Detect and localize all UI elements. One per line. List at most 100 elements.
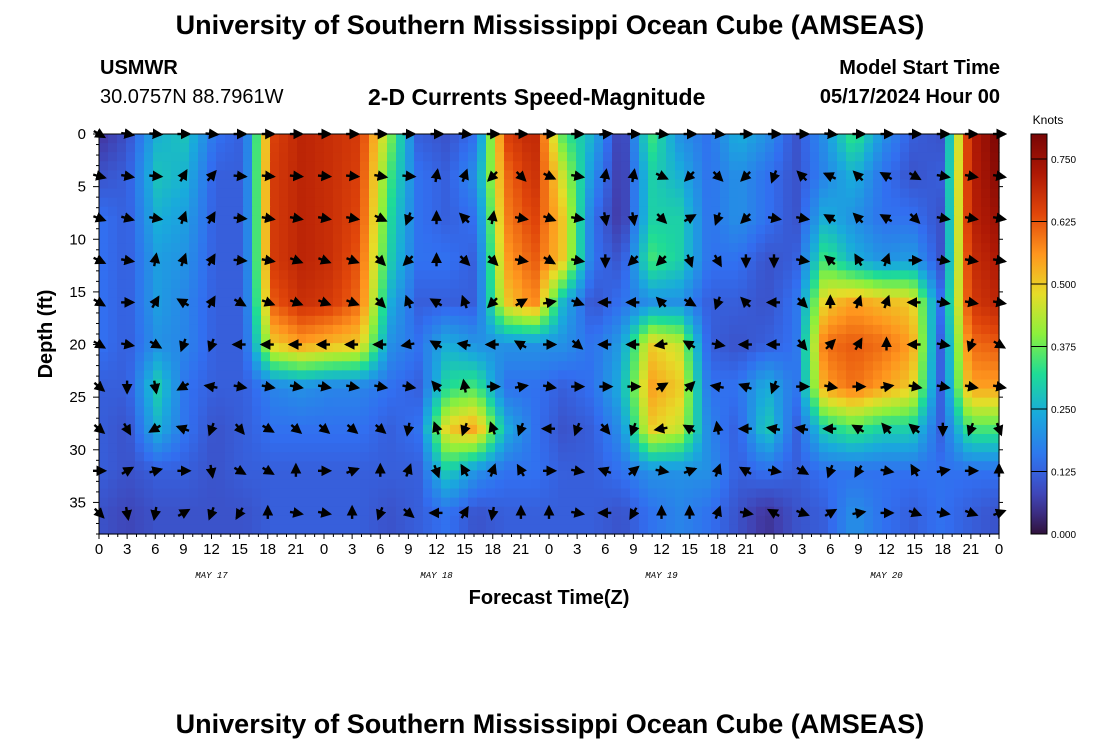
heat-cell: [567, 206, 577, 217]
heat-cell: [657, 524, 667, 535]
heat-cell: [837, 279, 847, 290]
heat-cell: [540, 415, 550, 426]
heat-cell: [774, 361, 784, 371]
heat-cell: [792, 334, 802, 344]
heat-cell: [279, 179, 289, 190]
heat-cell: [378, 143, 388, 153]
heat-cell: [504, 215, 514, 226]
heat-cell: [567, 215, 577, 226]
heat-cell: [387, 361, 397, 371]
heat-cell: [576, 352, 586, 362]
heat-cell: [306, 461, 316, 471]
heat-cell: [648, 161, 658, 171]
heat-cell: [891, 206, 901, 217]
heat-cell: [360, 224, 370, 235]
heat-cell: [252, 152, 262, 162]
heat-cell: [495, 470, 505, 481]
heat-cell: [405, 224, 415, 235]
heat-cell: [117, 134, 127, 144]
current-arrow: [148, 422, 162, 433]
heat-cell: [108, 434, 118, 444]
heat-cell: [522, 524, 532, 535]
heat-cell: [837, 261, 847, 271]
heat-cell: [252, 170, 262, 181]
heat-cell: [918, 288, 928, 299]
heat-cell: [162, 379, 172, 390]
heat-cell: [540, 134, 550, 144]
heat-cell: [576, 443, 586, 453]
heat-cell: [297, 479, 307, 490]
heat-cell: [189, 452, 199, 462]
heat-cell: [495, 270, 505, 281]
heat-cell: [837, 288, 847, 299]
heat-cell: [711, 279, 721, 290]
heat-cell: [360, 188, 370, 199]
heat-cell: [360, 270, 370, 281]
heat-cell: [216, 497, 226, 508]
heat-cell: [558, 152, 568, 162]
heat-cell: [747, 388, 757, 399]
heat-cell: [783, 161, 793, 171]
heat-cell: [900, 470, 910, 481]
heat-cell: [531, 261, 541, 271]
heat-cell: [117, 179, 127, 190]
heat-cell: [702, 352, 712, 362]
heat-cell: [612, 452, 622, 462]
heat-cell: [720, 288, 730, 299]
heat-cell: [333, 270, 343, 281]
heat-cell: [135, 179, 145, 190]
heat-cell: [729, 470, 739, 481]
heat-cell: [765, 406, 775, 417]
heat-cell: [486, 143, 496, 153]
heat-cell: [612, 306, 622, 317]
heat-cell: [855, 524, 865, 535]
heat-cell: [846, 279, 856, 290]
heat-cell: [918, 361, 928, 371]
heat-cell: [909, 515, 919, 526]
current-arrow: [149, 338, 163, 349]
heat-cell: [585, 488, 595, 499]
heat-cell: [882, 515, 892, 526]
heat-cell: [630, 388, 640, 399]
current-arrow: [177, 169, 188, 182]
heat-cell: [99, 306, 109, 317]
heat-cell: [378, 488, 388, 499]
heat-cell: [558, 524, 568, 535]
heat-cell: [738, 497, 748, 508]
heat-cell: [945, 234, 955, 244]
heat-cell: [639, 143, 649, 153]
heat-cell: [144, 334, 154, 344]
heat-cell: [198, 506, 208, 517]
heat-cell: [711, 334, 721, 344]
heat-cell: [360, 352, 370, 362]
heat-cell: [783, 488, 793, 499]
heat-cell: [900, 424, 910, 435]
current-arrow: [964, 212, 979, 224]
heat-cell: [549, 261, 559, 271]
heat-cell: [306, 306, 316, 317]
heat-cell: [639, 243, 649, 253]
heat-cell: [981, 170, 991, 181]
heat-cell: [180, 461, 190, 471]
heat-cell: [900, 261, 910, 271]
heat-cell: [306, 443, 316, 453]
heat-cell: [306, 197, 316, 208]
heat-cell: [378, 397, 388, 408]
heat-cell: [972, 488, 982, 499]
heat-cell: [486, 243, 496, 253]
current-arrow: [515, 298, 528, 309]
heat-cell: [486, 324, 496, 335]
heat-cell: [738, 361, 748, 371]
heat-cell: [918, 315, 928, 326]
heat-cell: [306, 506, 316, 517]
heat-cell: [558, 361, 568, 371]
heat-cell: [936, 197, 946, 208]
heat-cell: [900, 206, 910, 217]
heat-cell: [819, 479, 829, 490]
current-arrow: [964, 254, 979, 266]
heat-cell: [234, 188, 244, 199]
heat-cell: [522, 388, 532, 399]
heat-cell: [162, 370, 172, 381]
heat-cell: [639, 315, 649, 326]
heat-cell: [927, 397, 937, 408]
